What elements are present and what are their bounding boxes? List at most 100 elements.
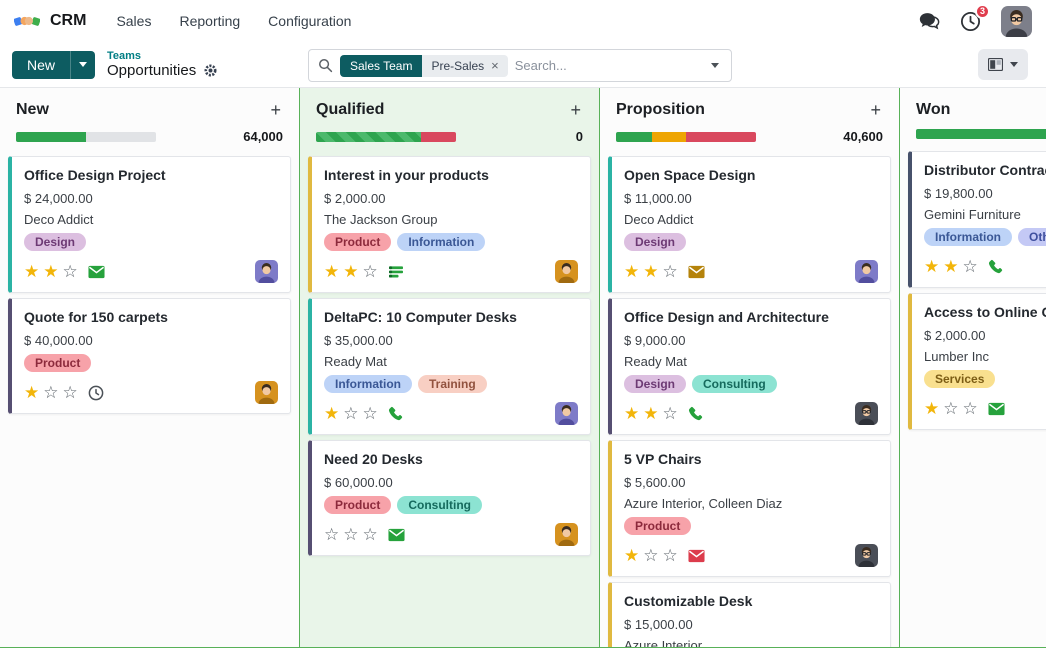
star-icon[interactable]: ☆ — [662, 404, 678, 423]
kanban-card-deltapc-10-computer-desks[interactable]: DeltaPC: 10 Computer Desks $ 35,000.00 Rea… — [308, 298, 591, 435]
add-record-button[interactable]: + — [870, 100, 881, 120]
star-icon[interactable]: ★ — [324, 404, 340, 423]
envelope-icon[interactable] — [688, 549, 705, 563]
star-icon[interactable]: ☆ — [962, 399, 978, 418]
progress-segment-striped[interactable] — [316, 131, 421, 142]
phone-icon[interactable] — [988, 259, 1004, 275]
progress-segment-green[interactable] — [916, 129, 1046, 139]
tag-product[interactable]: Product — [624, 517, 692, 535]
star-icon[interactable]: ★ — [624, 404, 640, 423]
star-icon[interactable]: ★ — [343, 262, 359, 281]
progress-segment-green[interactable] — [16, 131, 86, 142]
star-icon[interactable]: ☆ — [662, 546, 678, 565]
facet-remove-icon[interactable]: × — [491, 58, 499, 73]
tag-design[interactable]: Design — [624, 375, 687, 393]
star-icon[interactable]: ☆ — [962, 257, 978, 276]
card-title: Quote for 150 carpets — [24, 309, 168, 325]
kanban-card-office-design-and-architecture[interactable]: Office Design and Architecture $ 9,000.00… — [608, 298, 891, 435]
kanban-card-office-design-project[interactable]: Office Design Project $ 24,000.00 Deco Add… — [8, 156, 291, 293]
tag-services[interactable]: Services — [924, 370, 996, 388]
progress-segment-muted[interactable] — [86, 131, 156, 142]
kanban-card-access-to-online-catalog[interactable]: Access to Online Catalog $ 2,000.00 Lumber… — [908, 293, 1046, 430]
tag-consulting[interactable]: Consulting — [397, 496, 482, 514]
kanban-card-customizable-desk[interactable]: Customizable Desk $ 15,000.00 Azure Interi… — [608, 582, 891, 647]
tag-information[interactable]: Information — [397, 233, 486, 251]
star-icon[interactable]: ☆ — [643, 546, 659, 565]
envelope-icon[interactable] — [88, 265, 105, 279]
star-icon[interactable]: ☆ — [343, 525, 359, 544]
new-button-dropdown[interactable] — [70, 50, 96, 79]
user-avatar[interactable] — [1001, 5, 1032, 37]
add-record-button[interactable]: + — [270, 100, 281, 120]
star-icon[interactable]: ★ — [24, 262, 40, 281]
progress-segment-orange[interactable] — [652, 131, 686, 142]
phone-icon[interactable] — [688, 406, 704, 422]
star-icon[interactable]: ☆ — [62, 262, 78, 281]
star-icon[interactable]: ★ — [643, 262, 659, 281]
card-amount: $ 2,000.00 — [324, 191, 386, 206]
star-icon[interactable]: ☆ — [43, 383, 59, 402]
add-record-button[interactable]: + — [570, 100, 581, 120]
progress-segment-green[interactable] — [616, 131, 653, 142]
star-icon[interactable]: ★ — [324, 262, 340, 281]
kanban-card-need-20-desks[interactable]: Need 20 Desks $ 60,000.00 Product Consultin… — [308, 440, 591, 556]
star-icon[interactable]: ★ — [943, 257, 959, 276]
star-icon[interactable]: ☆ — [324, 525, 340, 544]
new-button[interactable]: New — [12, 50, 71, 79]
envelope-icon[interactable] — [988, 402, 1005, 416]
tag-product[interactable]: Product — [324, 233, 392, 251]
tag-information[interactable]: Information — [924, 228, 1012, 246]
star-icon[interactable]: ★ — [43, 262, 59, 281]
tag-product[interactable]: Product — [24, 354, 92, 372]
star-icon[interactable]: ☆ — [62, 383, 78, 402]
tag-design[interactable]: Design — [24, 233, 87, 251]
breadcrumb-parent[interactable]: Teams — [107, 49, 142, 62]
tag-product[interactable]: Product — [324, 496, 392, 514]
star-icon[interactable]: ★ — [924, 399, 940, 418]
card-amount: $ 35,000.00 — [324, 333, 393, 348]
clock-icon[interactable] — [88, 385, 104, 401]
list-icon[interactable] — [388, 264, 404, 280]
menu-sales[interactable]: Sales — [116, 13, 152, 29]
star-icon[interactable]: ★ — [924, 257, 940, 276]
star-icon[interactable]: ★ — [624, 262, 640, 281]
star-icon[interactable]: ☆ — [943, 399, 959, 418]
card-tags: Design — [624, 233, 878, 251]
star-icon[interactable]: ★ — [624, 546, 640, 565]
card-tags: Product Consulting — [324, 496, 578, 514]
star-icon[interactable]: ☆ — [662, 262, 678, 281]
tag-information[interactable]: Information — [324, 375, 412, 393]
kanban-card-open-space-design[interactable]: Open Space Design $ 11,000.00 Deco Addict D… — [608, 156, 891, 293]
kanban-card-interest-in-your-products[interactable]: Interest in your products $ 2,000.00 The J… — [308, 156, 591, 293]
tag-consulting[interactable]: Consulting — [692, 375, 777, 393]
star-icon[interactable]: ☆ — [362, 262, 378, 281]
progress-segment-red[interactable] — [685, 131, 756, 142]
menu-reporting[interactable]: Reporting — [179, 13, 241, 29]
tag-training[interactable]: Training — [418, 375, 487, 393]
tag-other[interactable]: Other — [1018, 228, 1046, 246]
search-input[interactable] — [514, 58, 699, 73]
star-icon[interactable]: ★ — [24, 383, 40, 402]
view-switcher-button[interactable] — [978, 49, 1028, 80]
facet-value: Pre-Sales — [431, 58, 485, 73]
control-panel: New Teams Opportunities Sales Team Pre-S — [0, 42, 1046, 88]
app-name[interactable]: CRM — [50, 12, 87, 29]
star-icon[interactable]: ☆ — [362, 404, 378, 423]
kanban-card-5-vp-chairs[interactable]: 5 VP Chairs $ 5,600.00 Azure Interior, Col… — [608, 440, 891, 577]
search-dropdown-toggle[interactable] — [699, 50, 731, 81]
progress-segment-red[interactable] — [421, 131, 456, 142]
activities-clock-icon[interactable]: 3 — [960, 3, 990, 32]
phone-icon[interactable] — [388, 406, 404, 422]
gear-icon[interactable] — [203, 63, 218, 78]
card-company: The Jackson Group — [324, 212, 438, 227]
star-icon[interactable]: ☆ — [343, 404, 359, 423]
tag-design[interactable]: Design — [624, 233, 687, 251]
envelope-icon[interactable] — [388, 528, 405, 542]
kanban-card-quote-for-150-carpets[interactable]: Quote for 150 carpets $ 40,000.00 Product ★… — [8, 298, 291, 414]
menu-configuration[interactable]: Configuration — [268, 13, 352, 29]
kanban-card-distributor-contract[interactable]: Distributor Contract $ 19,800.00 Gemini Fu… — [908, 151, 1046, 288]
star-icon[interactable]: ★ — [643, 404, 659, 423]
messages-icon[interactable] — [919, 12, 940, 31]
star-icon[interactable]: ☆ — [362, 525, 378, 544]
envelope-icon[interactable] — [688, 265, 705, 279]
